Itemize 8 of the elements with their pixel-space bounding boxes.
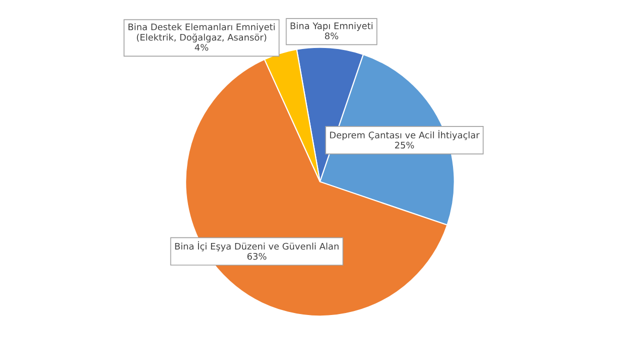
data-label: 63% (247, 252, 266, 260)
slice-label: Bina Destek Elemanları Emniyeti (Elektrik, Doğalgaz, Asansör) (128, 23, 275, 42)
data-label: 25% (395, 142, 414, 149)
data-label: 8% (325, 32, 338, 40)
data-label: 4% (194, 44, 208, 51)
slice-label: Deprem Çantası ve Acil İhtiyaçlar (330, 130, 480, 140)
slice-label: Bina Yapı Emniyeti (290, 22, 372, 31)
slice-label: Bina İçi Eşya Düzeni ve Güvenli Alan (175, 241, 339, 252)
